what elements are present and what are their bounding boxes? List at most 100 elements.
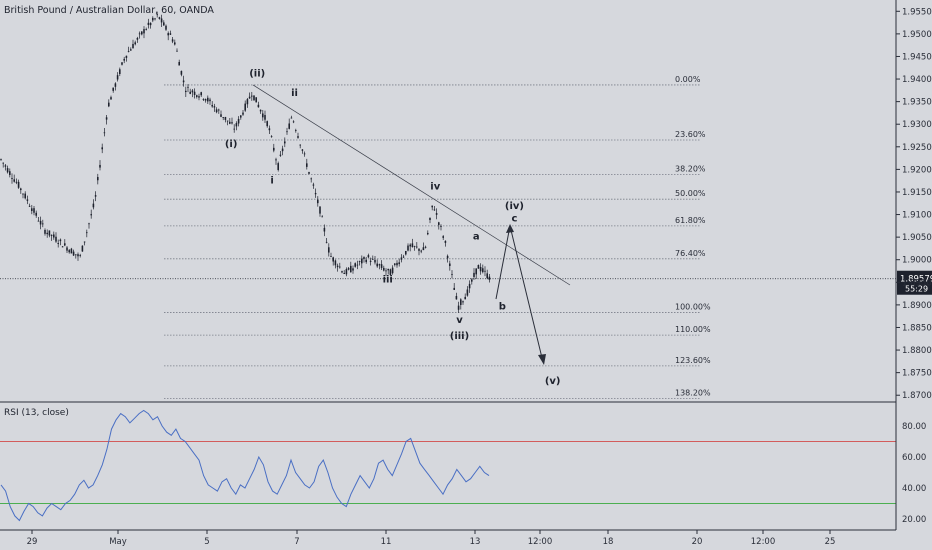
candle-body	[323, 227, 326, 232]
wave-label: a	[473, 231, 480, 242]
candle-body	[402, 256, 405, 258]
price-tick-label: 1.90500	[902, 233, 932, 243]
candle-body	[409, 244, 411, 247]
candle-body	[244, 103, 246, 111]
candle-body	[0, 159, 2, 160]
candle-body	[147, 22, 150, 25]
candle-body	[224, 116, 227, 120]
candle-body	[444, 240, 447, 243]
candle-body	[468, 283, 471, 289]
candle-body	[50, 234, 53, 236]
fib-level-label: 23.60%	[675, 130, 706, 139]
candle-body	[22, 193, 24, 195]
candle-body	[90, 214, 92, 216]
candle-body	[295, 130, 297, 131]
candle-body	[215, 109, 218, 113]
candle-body	[387, 268, 389, 271]
candle-body	[297, 136, 299, 138]
candle-body	[354, 263, 356, 267]
candle-body	[35, 212, 37, 216]
candle-body	[319, 206, 321, 214]
candle-body	[380, 264, 383, 268]
candle-body	[46, 232, 48, 235]
fib-level-label: 38.20%	[675, 164, 706, 173]
candle-body	[413, 246, 416, 247]
candle-body	[462, 301, 464, 303]
candle-body	[314, 192, 317, 195]
candle-body	[411, 243, 414, 248]
candle-body	[310, 178, 312, 180]
price-tick-label: 1.93500	[902, 98, 932, 108]
candle-body	[9, 171, 11, 175]
candle-body	[83, 241, 86, 243]
candle-body	[132, 43, 134, 49]
candle-body	[451, 274, 453, 275]
candle-body	[281, 148, 284, 152]
candle-body	[246, 99, 249, 105]
candle-body	[361, 258, 363, 264]
candle-body	[251, 95, 253, 97]
candle-body	[86, 232, 88, 234]
price-tick-label: 1.89000	[902, 301, 932, 311]
wave-label: (iv)	[505, 201, 524, 212]
candle-body	[378, 264, 381, 266]
candle-body	[55, 236, 57, 242]
fib-retracement[interactable]: 0.00% 23.60% 38.20% 50.00% 61.80% 76.40% 100.0…	[164, 75, 711, 399]
wave-label: v	[456, 315, 463, 326]
candle-body	[101, 147, 103, 150]
candle-body	[103, 132, 106, 134]
candle-body	[352, 268, 354, 271]
fib-level-label: 138.20%	[675, 388, 711, 397]
candle-body	[268, 128, 271, 131]
candle-body	[385, 270, 387, 272]
candle-body	[94, 195, 97, 197]
candle-body	[416, 246, 418, 248]
price-tick-label: 1.93000	[902, 120, 932, 130]
candle-body	[28, 205, 31, 207]
candle-body	[257, 104, 260, 108]
candle-body	[312, 184, 315, 186]
candle-body	[242, 112, 244, 115]
candle-body	[182, 80, 185, 83]
candle-body	[405, 250, 407, 255]
candle-body	[143, 29, 145, 34]
candle-body	[127, 51, 130, 52]
candle-body	[213, 106, 216, 108]
candle-body	[488, 276, 491, 280]
candle-body	[273, 147, 275, 151]
candle-body	[218, 109, 220, 111]
candle-body	[39, 220, 42, 225]
price-tick-label: 1.90000	[902, 256, 932, 266]
candle-body	[325, 241, 328, 243]
candle-body	[149, 22, 152, 26]
candle-body	[303, 153, 306, 155]
candle-body	[163, 22, 165, 26]
candle-body	[33, 208, 35, 213]
price-tick-label: 1.92000	[902, 165, 932, 175]
candle-body	[64, 243, 66, 246]
candle-body	[341, 271, 343, 273]
candle-body	[158, 17, 161, 19]
wave-label: i	[270, 175, 273, 186]
candle-body	[75, 254, 77, 256]
candle-body	[68, 250, 70, 253]
rsi-tick-label: 80.00	[902, 422, 926, 432]
wave-label: iv	[430, 181, 440, 192]
candle-body	[222, 117, 224, 118]
candle-body	[292, 121, 295, 123]
candle-body	[189, 91, 191, 94]
candle-body	[317, 199, 319, 204]
candle-body	[466, 289, 469, 296]
candle-body	[394, 263, 396, 265]
candle-body	[376, 263, 378, 267]
candle-body	[42, 223, 44, 225]
fib-level-label: 110.00%	[675, 325, 711, 334]
candle-body	[114, 83, 117, 87]
candle-body	[211, 104, 213, 107]
candle-body	[429, 217, 431, 221]
candle-body	[284, 141, 286, 144]
candle-body	[367, 255, 370, 258]
